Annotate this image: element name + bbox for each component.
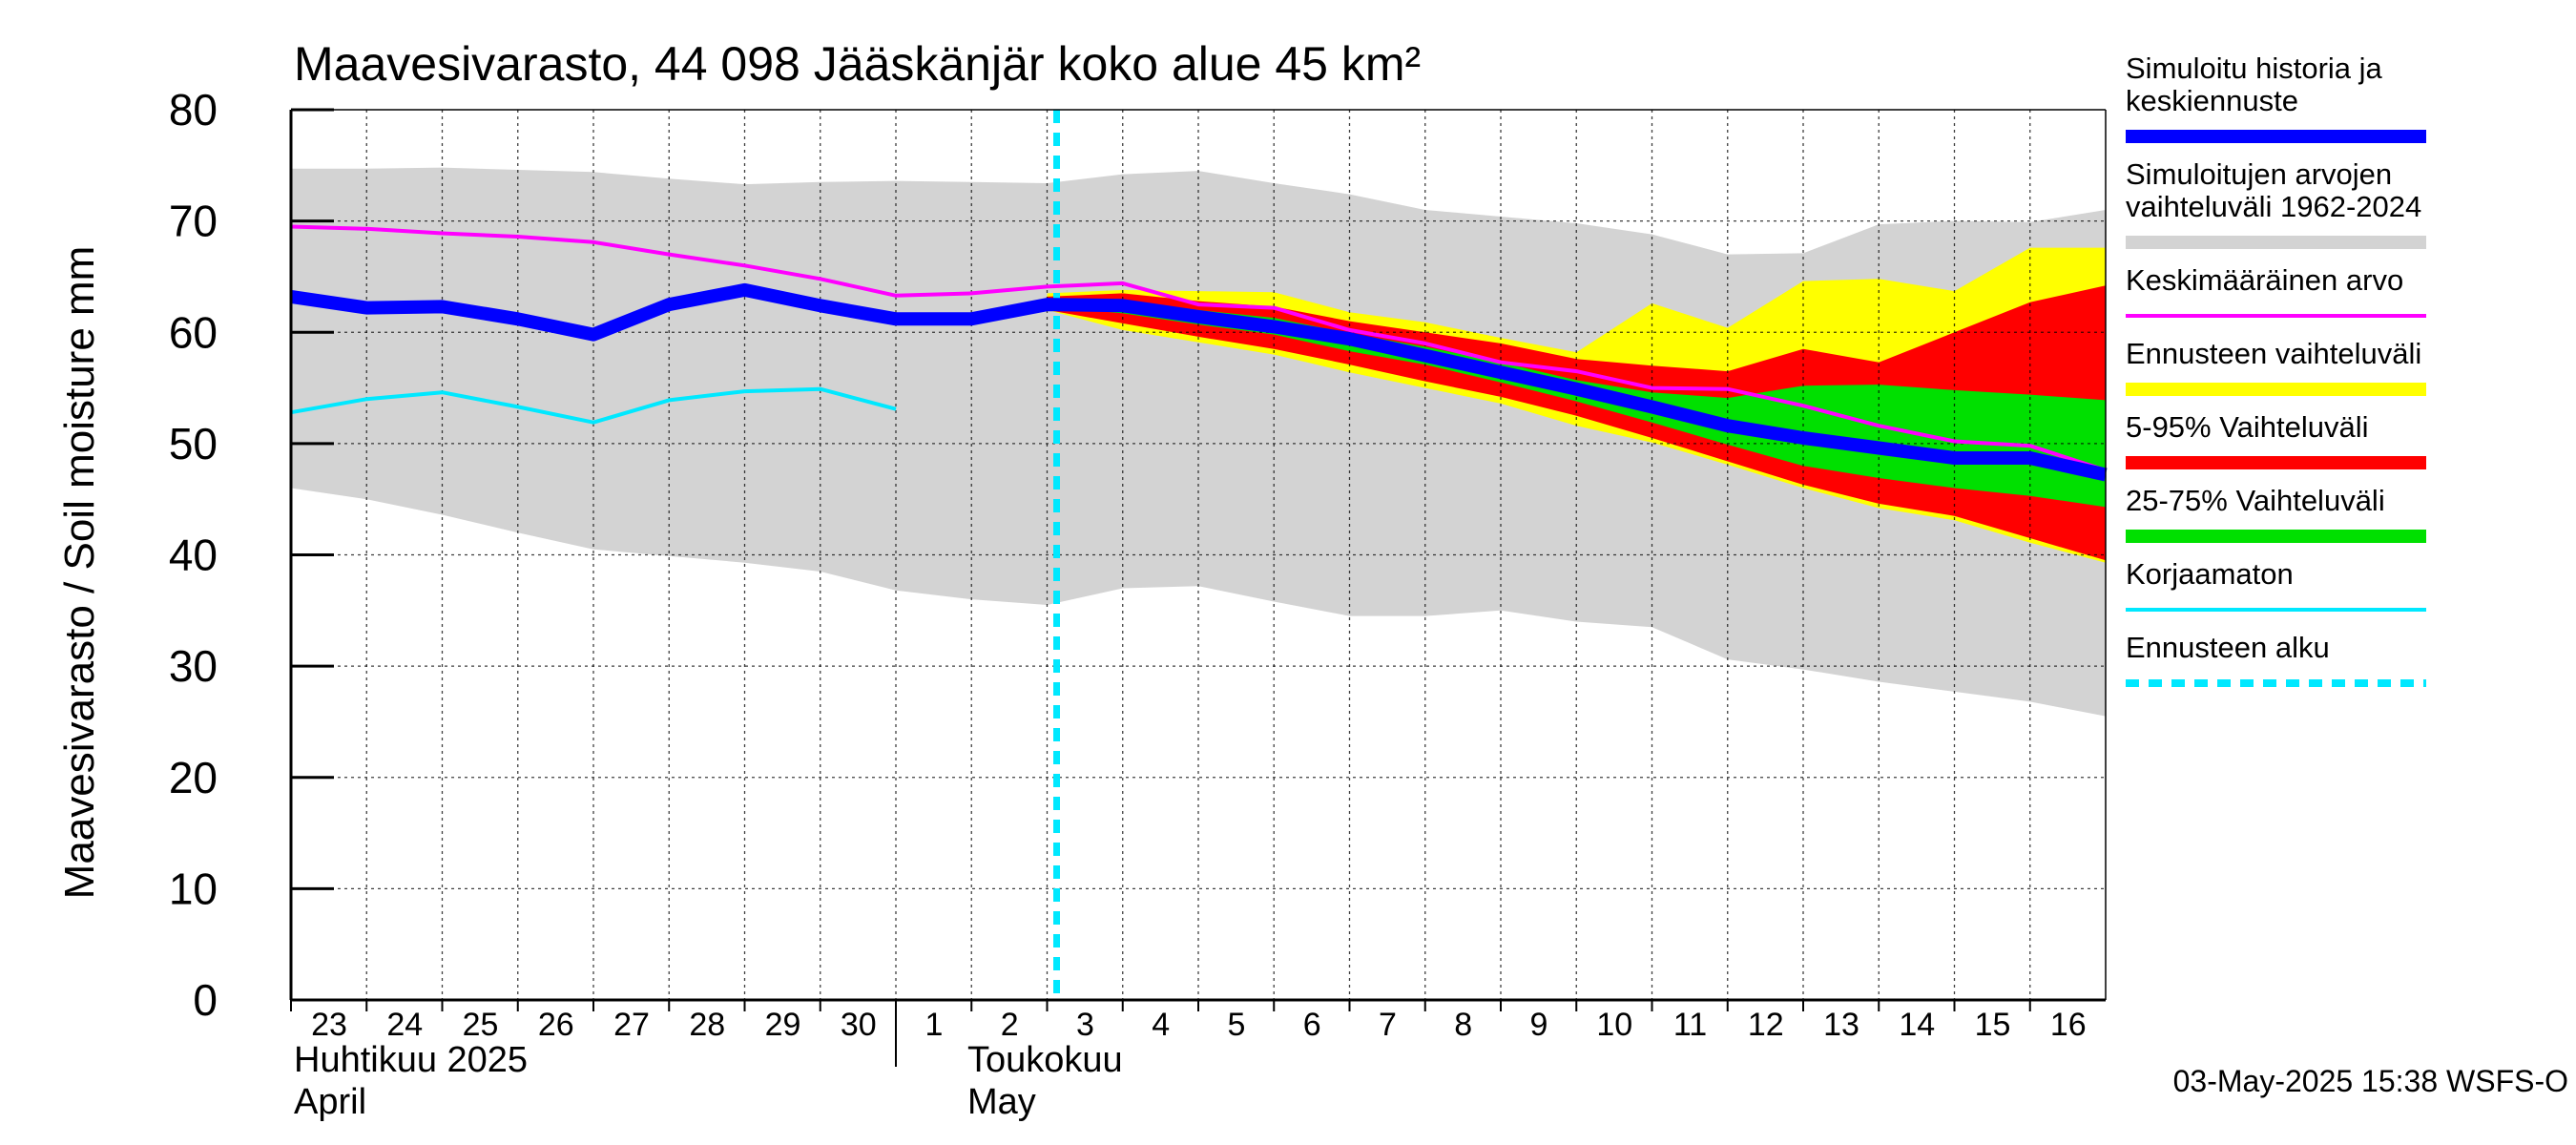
x-tick-label: 25 (463, 1007, 499, 1043)
month-label-primary: Huhtikuu 2025 (294, 1040, 528, 1080)
x-tick-label: 5 (1228, 1007, 1246, 1043)
y-tick-label: 80 (169, 85, 218, 135)
x-tick-label: 6 (1303, 1007, 1321, 1043)
x-tick-label: 29 (765, 1007, 801, 1043)
x-tick-label: 9 (1530, 1007, 1548, 1043)
x-tick-label: 28 (689, 1007, 725, 1043)
grid-layer (291, 110, 2106, 1000)
y-tick-label: 20 (169, 753, 218, 802)
legend-label: Keskimääräinen arvo (2126, 263, 2403, 297)
x-tick-label: 16 (2050, 1007, 2087, 1043)
month-label-secondary: May (967, 1082, 1036, 1122)
y-tick-label: 30 (169, 641, 218, 691)
legend-label: 5-95% Vaihteluväli (2126, 410, 2368, 444)
month-label-primary: Toukokuu (967, 1040, 1123, 1080)
x-tick-label: 11 (1673, 1007, 1707, 1043)
legend-label: Korjaamaton (2126, 557, 2294, 591)
x-tick-label: 13 (1823, 1007, 1859, 1043)
x-tick-label: 1 (925, 1007, 944, 1043)
chart-title: Maavesivarasto, 44 098 Jääskänjär koko a… (294, 37, 1421, 91)
y-axis-label: Maavesivarasto / Soil moisture mm (56, 246, 103, 900)
series-line-keskim-r-inen-arvo (290, 224, 2107, 472)
y-tick-label: 40 (169, 531, 218, 580)
y-tick-label: 0 (193, 975, 218, 1025)
legend-label: Ennusteen vaihteluväli (2126, 337, 2421, 370)
x-tick-label: 4 (1152, 1007, 1170, 1043)
band-2 (1047, 285, 2106, 561)
month-label-secondary: April (294, 1082, 366, 1122)
legend-label: 25-75% Vaihteluväli (2126, 484, 2385, 517)
timestamp: 03-May-2025 15:38 WSFS-O (2173, 1064, 2568, 1098)
x-tick-label: 3 (1076, 1007, 1094, 1043)
legend-label: keskiennuste (2126, 84, 2298, 117)
y-tick-label: 50 (169, 419, 218, 468)
line-layer (289, 110, 2108, 1000)
x-tick-label: 12 (1748, 1007, 1784, 1043)
x-tick-label: 27 (613, 1007, 650, 1043)
x-tick-label: 10 (1596, 1007, 1632, 1043)
x-tick-label: 8 (1454, 1007, 1472, 1043)
x-tick-label: 30 (841, 1007, 877, 1043)
x-tick-label: 15 (1975, 1007, 2011, 1043)
legend-label: Ennusteen alku (2126, 631, 2330, 664)
x-tick-label: 26 (538, 1007, 574, 1043)
x-tick-label: 23 (311, 1007, 347, 1043)
y-tick-label: 70 (169, 197, 218, 246)
x-tick-label: 7 (1379, 1007, 1397, 1043)
x-tick-label: 14 (1899, 1007, 1935, 1043)
legend-label: Simuloitujen arvojen (2126, 157, 2392, 191)
x-tick-label: 24 (386, 1007, 423, 1043)
band-3 (1047, 301, 2106, 508)
x-tick-label: 2 (1001, 1007, 1019, 1043)
series-line-simuloitu-historia-ja-keskiennuste (289, 282, 2108, 482)
series-line-korjaamaton (290, 386, 897, 425)
legend-label: vaihteluväli 1962-2024 (2126, 190, 2421, 223)
legend-label: Simuloitu historia ja (2126, 52, 2383, 85)
y-tick-label: 60 (169, 307, 218, 357)
y-tick-label: 10 (169, 864, 218, 913)
